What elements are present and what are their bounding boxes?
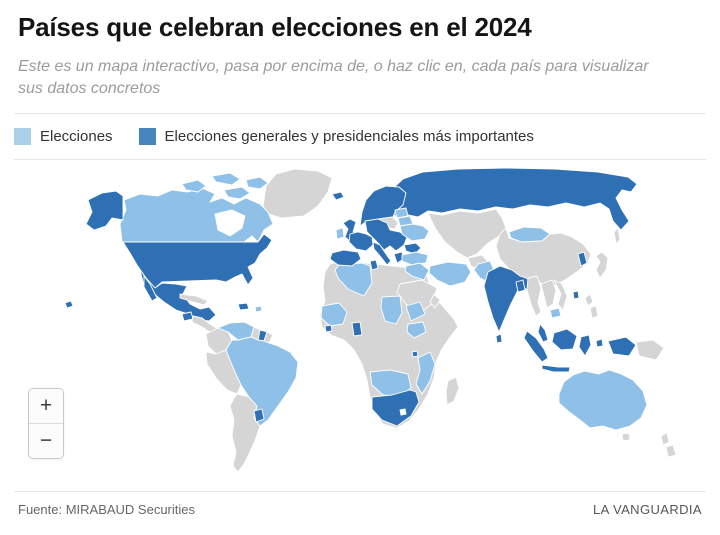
country-romania[interactable]	[403, 242, 422, 255]
country-saudi-arabia[interactable]	[396, 279, 438, 315]
divider-legend	[14, 159, 706, 161]
country-levant-iraq[interactable]	[404, 262, 430, 281]
country-rwanda[interactable]	[411, 350, 419, 358]
country-tasmania[interactable]	[621, 432, 631, 442]
hudson-bay	[214, 209, 246, 237]
country-canada-arctic-islands[interactable]	[223, 186, 251, 200]
legend-label-major-elections: Elecciones generales y presidenciales má…	[164, 128, 534, 146]
country-sakhalin[interactable]	[613, 227, 621, 245]
country-south-africa[interactable]	[371, 389, 420, 427]
country-brazil[interactable]	[225, 336, 299, 427]
country-russia[interactable]	[381, 167, 638, 231]
country-usa-alaska[interactable]	[85, 190, 124, 231]
country-peru[interactable]	[205, 349, 242, 395]
legend-swatch-elections	[14, 128, 31, 146]
divider-top	[14, 113, 706, 115]
country-mozambique[interactable]	[415, 351, 436, 395]
minus-icon: −	[39, 429, 53, 453]
country-guinea-bissau[interactable]	[324, 324, 333, 333]
country-canada[interactable]	[119, 187, 274, 243]
country-canada-arctic-islands[interactable]	[245, 176, 269, 190]
country-iberia[interactable]	[329, 249, 362, 267]
country-madagascar[interactable]	[445, 376, 460, 406]
country-argentina-chile[interactable]	[229, 393, 261, 473]
header: Países que celebran elecciones en el 202…	[0, 0, 720, 100]
country-guatemala[interactable]	[181, 311, 194, 322]
country-iran[interactable]	[428, 261, 472, 287]
country-cuba[interactable]	[179, 293, 209, 306]
country-myanmar[interactable]	[526, 275, 542, 317]
world-map-area: + −	[0, 160, 720, 491]
country-italy[interactable]	[372, 241, 392, 266]
country-taiwan[interactable]	[572, 290, 580, 300]
country-vietnam[interactable]	[553, 279, 568, 311]
map-zoom-control: + −	[28, 388, 64, 460]
country-cambodia[interactable]	[549, 307, 562, 319]
country-philippines[interactable]	[589, 305, 599, 319]
country-south-sudan[interactable]	[406, 321, 427, 339]
country-papua-new-guinea[interactable]	[635, 339, 665, 361]
country-indonesia-west-papua[interactable]	[607, 336, 637, 357]
footer: Fuente: MIRABAUD Securities LA VANGUARDI…	[0, 492, 720, 517]
country-australia[interactable]	[558, 369, 648, 431]
country-new-zealand[interactable]	[665, 444, 677, 458]
world-map[interactable]	[10, 166, 710, 488]
brand-logo: LA VANGUARDIA	[593, 502, 702, 518]
country-indonesia-borneo[interactable]	[551, 328, 578, 351]
country-mauritania-senegal[interactable]	[320, 302, 348, 327]
country-south-korea[interactable]	[577, 251, 588, 267]
page-subtitle: Este es un mapa interactivo, pasa por en…	[18, 57, 649, 97]
country-lesotho	[399, 408, 407, 416]
country-thailand[interactable]	[540, 279, 557, 309]
legend-swatch-major-elections	[138, 128, 156, 146]
country-antilles[interactable]	[254, 305, 263, 313]
country-new-zealand[interactable]	[660, 432, 670, 446]
page-title: Países que celebran elecciones en el 202…	[18, 12, 532, 42]
country-kazakhstan-central-asia[interactable]	[427, 208, 507, 259]
country-indonesia-moluccas[interactable]	[595, 338, 604, 348]
legend: Elecciones Elecciones generales y presid…	[0, 114, 720, 159]
zoom-in-button[interactable]: +	[29, 389, 63, 425]
country-iceland[interactable]	[331, 191, 345, 201]
country-canada-arctic-islands[interactable]	[211, 172, 241, 186]
country-central-europe[interactable]	[364, 218, 408, 252]
legend-item-major-elections: Elecciones generales y presidenciales má…	[138, 128, 534, 146]
country-sri-lanka[interactable]	[495, 333, 503, 344]
legend-label-elections: Elecciones	[40, 128, 113, 146]
country-mexico-baja[interactable]	[143, 275, 158, 302]
country-indonesia-sulawesi[interactable]	[578, 334, 592, 357]
country-ireland[interactable]	[335, 227, 345, 240]
country-indonesia-sumatra[interactable]	[523, 330, 549, 363]
zoom-out-button[interactable]: −	[29, 424, 63, 459]
country-china[interactable]	[495, 227, 592, 289]
source-credit: Fuente: MIRABAUD Securities	[18, 502, 196, 518]
country-oman[interactable]	[429, 293, 441, 309]
country-yemen[interactable]	[405, 301, 426, 322]
country-bangladesh[interactable]	[515, 279, 526, 293]
country-turkey[interactable]	[401, 251, 429, 266]
country-japan[interactable]	[595, 251, 609, 279]
plus-icon: +	[39, 394, 53, 418]
country-ghana[interactable]	[351, 321, 363, 337]
divider-footer	[14, 491, 706, 493]
country-mexico[interactable]	[139, 269, 217, 322]
country-tunisia[interactable]	[369, 259, 379, 271]
country-uruguay[interactable]	[253, 408, 265, 423]
country-malaysia[interactable]	[537, 323, 549, 343]
legend-item-elections: Elecciones	[14, 128, 113, 146]
country-indonesia-java[interactable]	[541, 364, 571, 373]
country-dominican-republic[interactable]	[237, 302, 250, 311]
country-philippines[interactable]	[584, 293, 594, 307]
country-greenland[interactable]	[262, 168, 333, 219]
country-usa-hawaii[interactable]	[64, 300, 74, 309]
country-ukraine[interactable]	[399, 223, 430, 242]
country-canada-arctic-islands[interactable]	[181, 179, 207, 193]
country-algeria[interactable]	[334, 262, 373, 297]
